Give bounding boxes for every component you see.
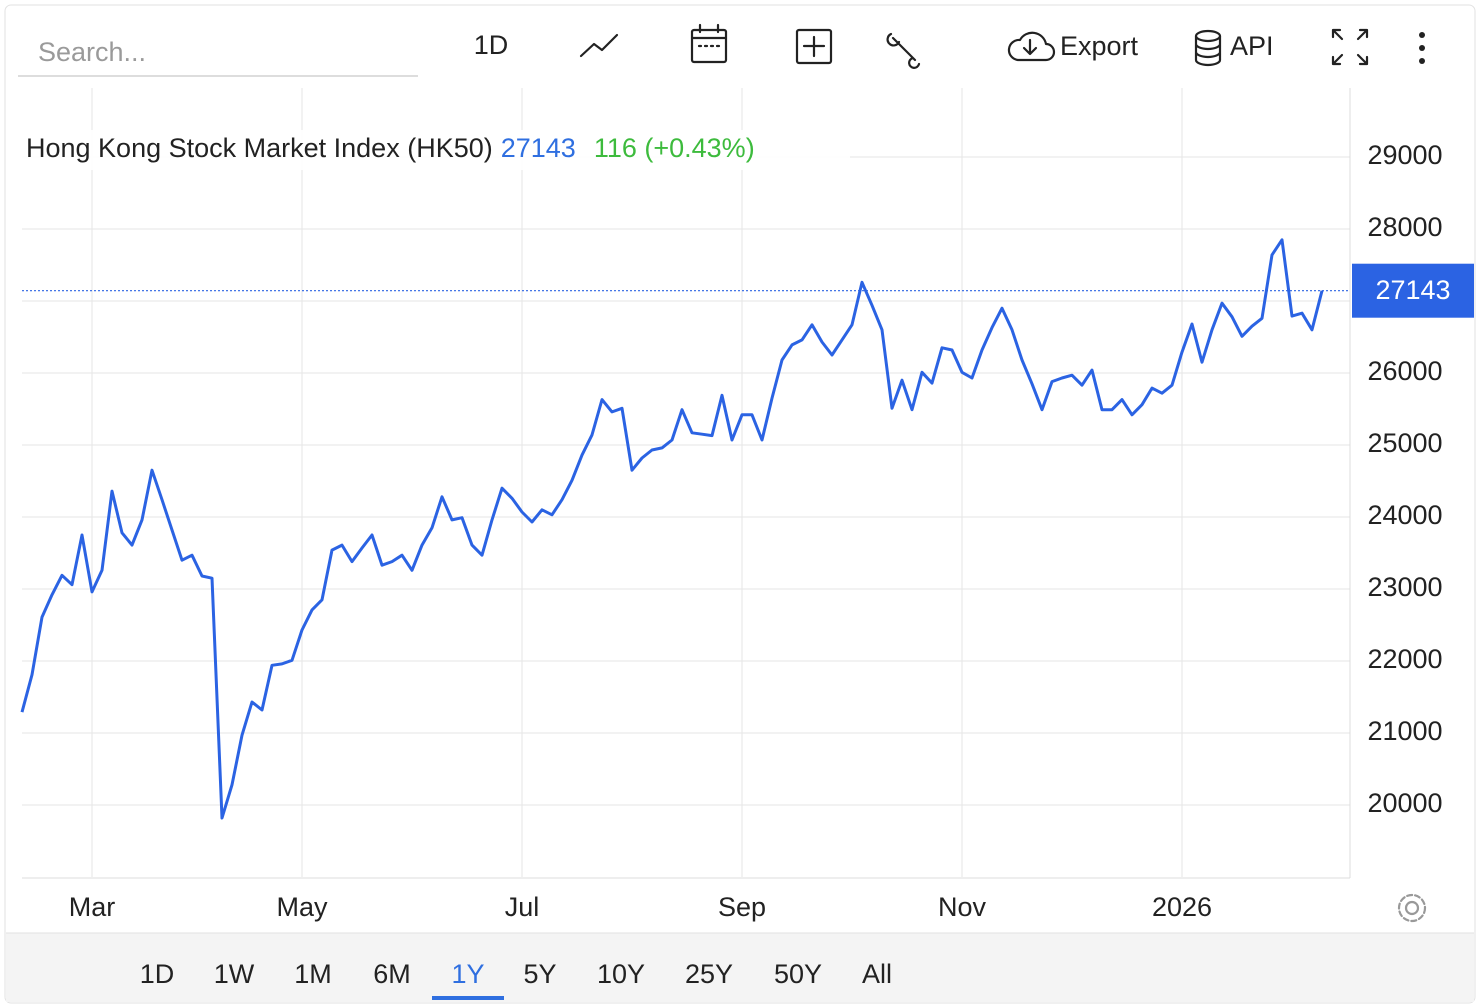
fullscreen-icon[interactable] — [1331, 28, 1369, 66]
api-icon[interactable] — [1194, 29, 1222, 67]
range-button[interactable]: 1Y — [451, 959, 484, 989]
y-tick-label: 21000 — [1367, 716, 1442, 746]
title-price: 27143 — [501, 133, 576, 163]
x-tick-label: Mar — [69, 892, 116, 922]
settings-icon[interactable] — [1397, 893, 1427, 923]
y-tick-label: 29000 — [1367, 140, 1442, 170]
x-tick-label: Jul — [505, 892, 540, 922]
compare-icon[interactable] — [795, 28, 833, 65]
range-button[interactable]: 6M — [373, 959, 411, 989]
chart-type-icon[interactable] — [579, 33, 619, 58]
range-button[interactable]: 25Y — [685, 959, 733, 989]
x-tick-label: Nov — [938, 892, 987, 922]
y-tick-label: 24000 — [1367, 500, 1442, 530]
title-backdrop — [20, 130, 850, 170]
title-text: Hong Kong Stock Market Index (HK50) — [26, 133, 493, 163]
y-tick-label: 26000 — [1367, 356, 1442, 386]
title-change: 116 (+0.43%) — [594, 133, 755, 163]
tools-icon[interactable] — [886, 32, 921, 69]
range-button[interactable]: 1W — [214, 959, 255, 989]
last-price-tag — [1352, 263, 1474, 318]
export-icon[interactable] — [1007, 31, 1056, 62]
x-tick-label: Sep — [718, 892, 766, 922]
y-tick-label: 25000 — [1367, 428, 1442, 458]
y-tick-label: 28000 — [1367, 212, 1442, 242]
last-price-label: 27143 — [1375, 275, 1450, 305]
active-range-underline — [432, 996, 504, 1000]
range-button[interactable]: All — [862, 959, 892, 989]
y-tick-label: 23000 — [1367, 572, 1442, 602]
export-button[interactable]: Export — [1060, 31, 1139, 61]
range-button[interactable]: 50Y — [774, 959, 822, 989]
y-tick-label: 22000 — [1367, 644, 1442, 674]
range-button[interactable]: 5Y — [523, 959, 556, 989]
chart-title: Hong Kong Stock Market Index (HK50) 27143… — [26, 133, 755, 163]
menu-icon[interactable] — [1419, 32, 1425, 64]
frame — [4, 4, 1476, 1004]
price-line — [20, 238, 1324, 820]
x-tick-label: May — [276, 892, 328, 922]
search-input[interactable]: Search... — [38, 37, 146, 67]
range-button[interactable]: 10Y — [597, 959, 645, 989]
y-tick-label: 20000 — [1367, 788, 1442, 818]
interval-button[interactable]: 1D — [474, 30, 509, 60]
range-button[interactable]: 1M — [294, 959, 332, 989]
x-tick-label: 2026 — [1152, 892, 1212, 922]
api-button[interactable]: API — [1230, 31, 1274, 61]
range-bar — [6, 933, 1474, 1002]
calendar-icon[interactable] — [690, 23, 728, 64]
range-button[interactable]: 1D — [140, 959, 175, 989]
